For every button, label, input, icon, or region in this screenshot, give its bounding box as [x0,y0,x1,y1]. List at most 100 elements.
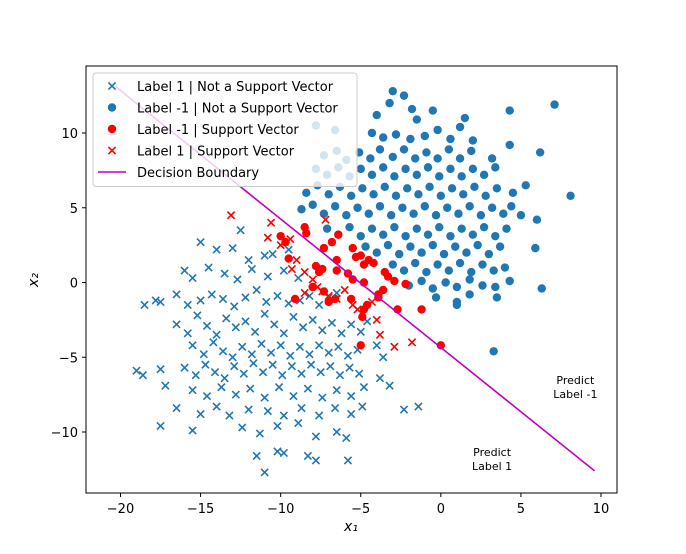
point-x-0-94 [345,363,354,372]
point-x-0-42 [231,323,240,332]
point-x-0-131 [238,423,247,432]
point-x-0-77 [180,363,189,372]
point-circle-1-92 [476,211,486,220]
point-circle-1-17 [433,125,442,135]
point-circle-1-119 [406,242,415,251]
point-circle-1-44 [378,163,388,172]
point-x-0-50 [308,315,317,325]
point-circle-1-126 [484,249,494,259]
point-x-0-88 [287,362,297,371]
point-x-0-110 [332,385,341,395]
point-circle-1-30 [399,145,409,154]
point-circle-1-132 [422,267,431,277]
point-circle-2-41 [314,267,324,277]
axis-ticks: −20 −15 −10 −5 0 5 10 −10 −5 0 5 10 [51,127,610,517]
point-circle-1-104 [390,222,399,232]
point-x-0-104 [246,384,255,393]
point-x-0-120 [263,406,273,416]
point-circle-1-20 [468,136,478,145]
point-circle-1-8 [460,113,470,123]
point-circle-1-101 [356,231,365,241]
point-x-0-108 [303,384,313,393]
point-circle-2-34 [324,297,333,307]
point-circle-1-79 [330,202,340,211]
point-circle-1-82 [364,209,373,218]
point-x-0-78 [191,371,200,380]
point-circle-1-141 [417,276,426,286]
point-circle-1-117 [383,240,393,250]
point-x-0-125 [346,409,356,419]
legend-item-1: Label -1 | Not a Support Vector [107,102,338,117]
point-x-0-48 [289,312,298,322]
point-circle-1-146 [478,281,487,290]
point-x-0-109 [318,393,327,402]
point-circle-1-19 [455,122,465,132]
point-x-0-123 [314,411,324,420]
point-circle-1-86 [409,209,418,218]
point-x-0-139 [273,447,282,456]
point-x-0-49 [298,323,308,332]
point-x-0-140 [279,448,289,458]
point-x-0-44 [250,327,260,337]
point-x-0-133 [273,421,282,431]
point-x-3-22 [367,297,377,307]
legend-label: Label -1 | Support Vector [137,123,299,138]
point-x-0-61 [228,353,237,362]
point-x-0-43 [241,317,250,326]
legend-label: Decision Boundary [137,166,259,181]
point-circle-1-107 [423,230,433,239]
point-circle-1-42 [356,164,365,174]
point-x-0-10 [204,263,213,272]
point-x-0-9 [188,273,197,283]
point-circle-1-147 [491,282,500,292]
point-x-0-99 [161,381,170,390]
point-circle-1-122 [439,249,449,259]
x-axis-label: x₁ [343,519,358,535]
x-tick-label: −20 [107,502,134,517]
point-x-0-25 [230,302,239,311]
point-x-0-118 [225,411,234,420]
point-x-0-22 [196,296,205,305]
point-circle-1-95 [507,202,516,211]
point-x-3-5 [286,234,295,244]
point-x-0-119 [244,405,253,414]
point-circle-2-24 [401,279,410,289]
point-circle-1-32 [422,148,431,157]
point-circle-1-14 [391,130,401,139]
point-circle-1-94 [499,209,508,218]
legend-item-2: Label -1 | Support Vector [107,123,299,138]
point-circle-1-153 [492,293,502,302]
point-x-3-18 [372,315,381,325]
point-circle-2-23 [390,276,399,286]
point-x-0-41 [222,314,231,323]
point-x-3-14 [332,294,341,304]
point-x-0-40 [212,330,221,339]
point-circle-1-134 [444,266,454,275]
point-circle-2-30 [330,294,340,304]
point-x-0-114 [385,381,394,390]
point-x-0-103 [231,390,240,399]
x-tick-label: 0 [437,502,445,517]
point-circle-2-11 [276,231,285,241]
point-circle-2-29 [346,294,356,304]
point-x-0-30 [284,299,293,308]
point-circle-1-142 [428,284,438,293]
point-x-0-80 [210,368,220,377]
point-x-0-130 [188,426,197,435]
point-circle-2-35 [359,305,369,314]
point-circle-1-118 [394,249,404,259]
point-x-0-27 [252,285,261,295]
point-circle-1-88 [431,211,441,220]
point-circle-1-7 [428,106,438,115]
y-axis-label: x₂ [26,273,42,288]
point-circle-1-31 [411,154,420,163]
point-circle-1-3 [407,104,417,114]
point-x-0-134 [294,418,303,428]
point-circle-1-152 [465,290,474,299]
point-circle-2-38 [417,305,426,314]
point-x-0-5 [260,251,269,260]
point-circle-1-52 [468,164,478,174]
point-circle-2-9 [359,260,369,269]
point-circle-1-136 [467,267,476,277]
